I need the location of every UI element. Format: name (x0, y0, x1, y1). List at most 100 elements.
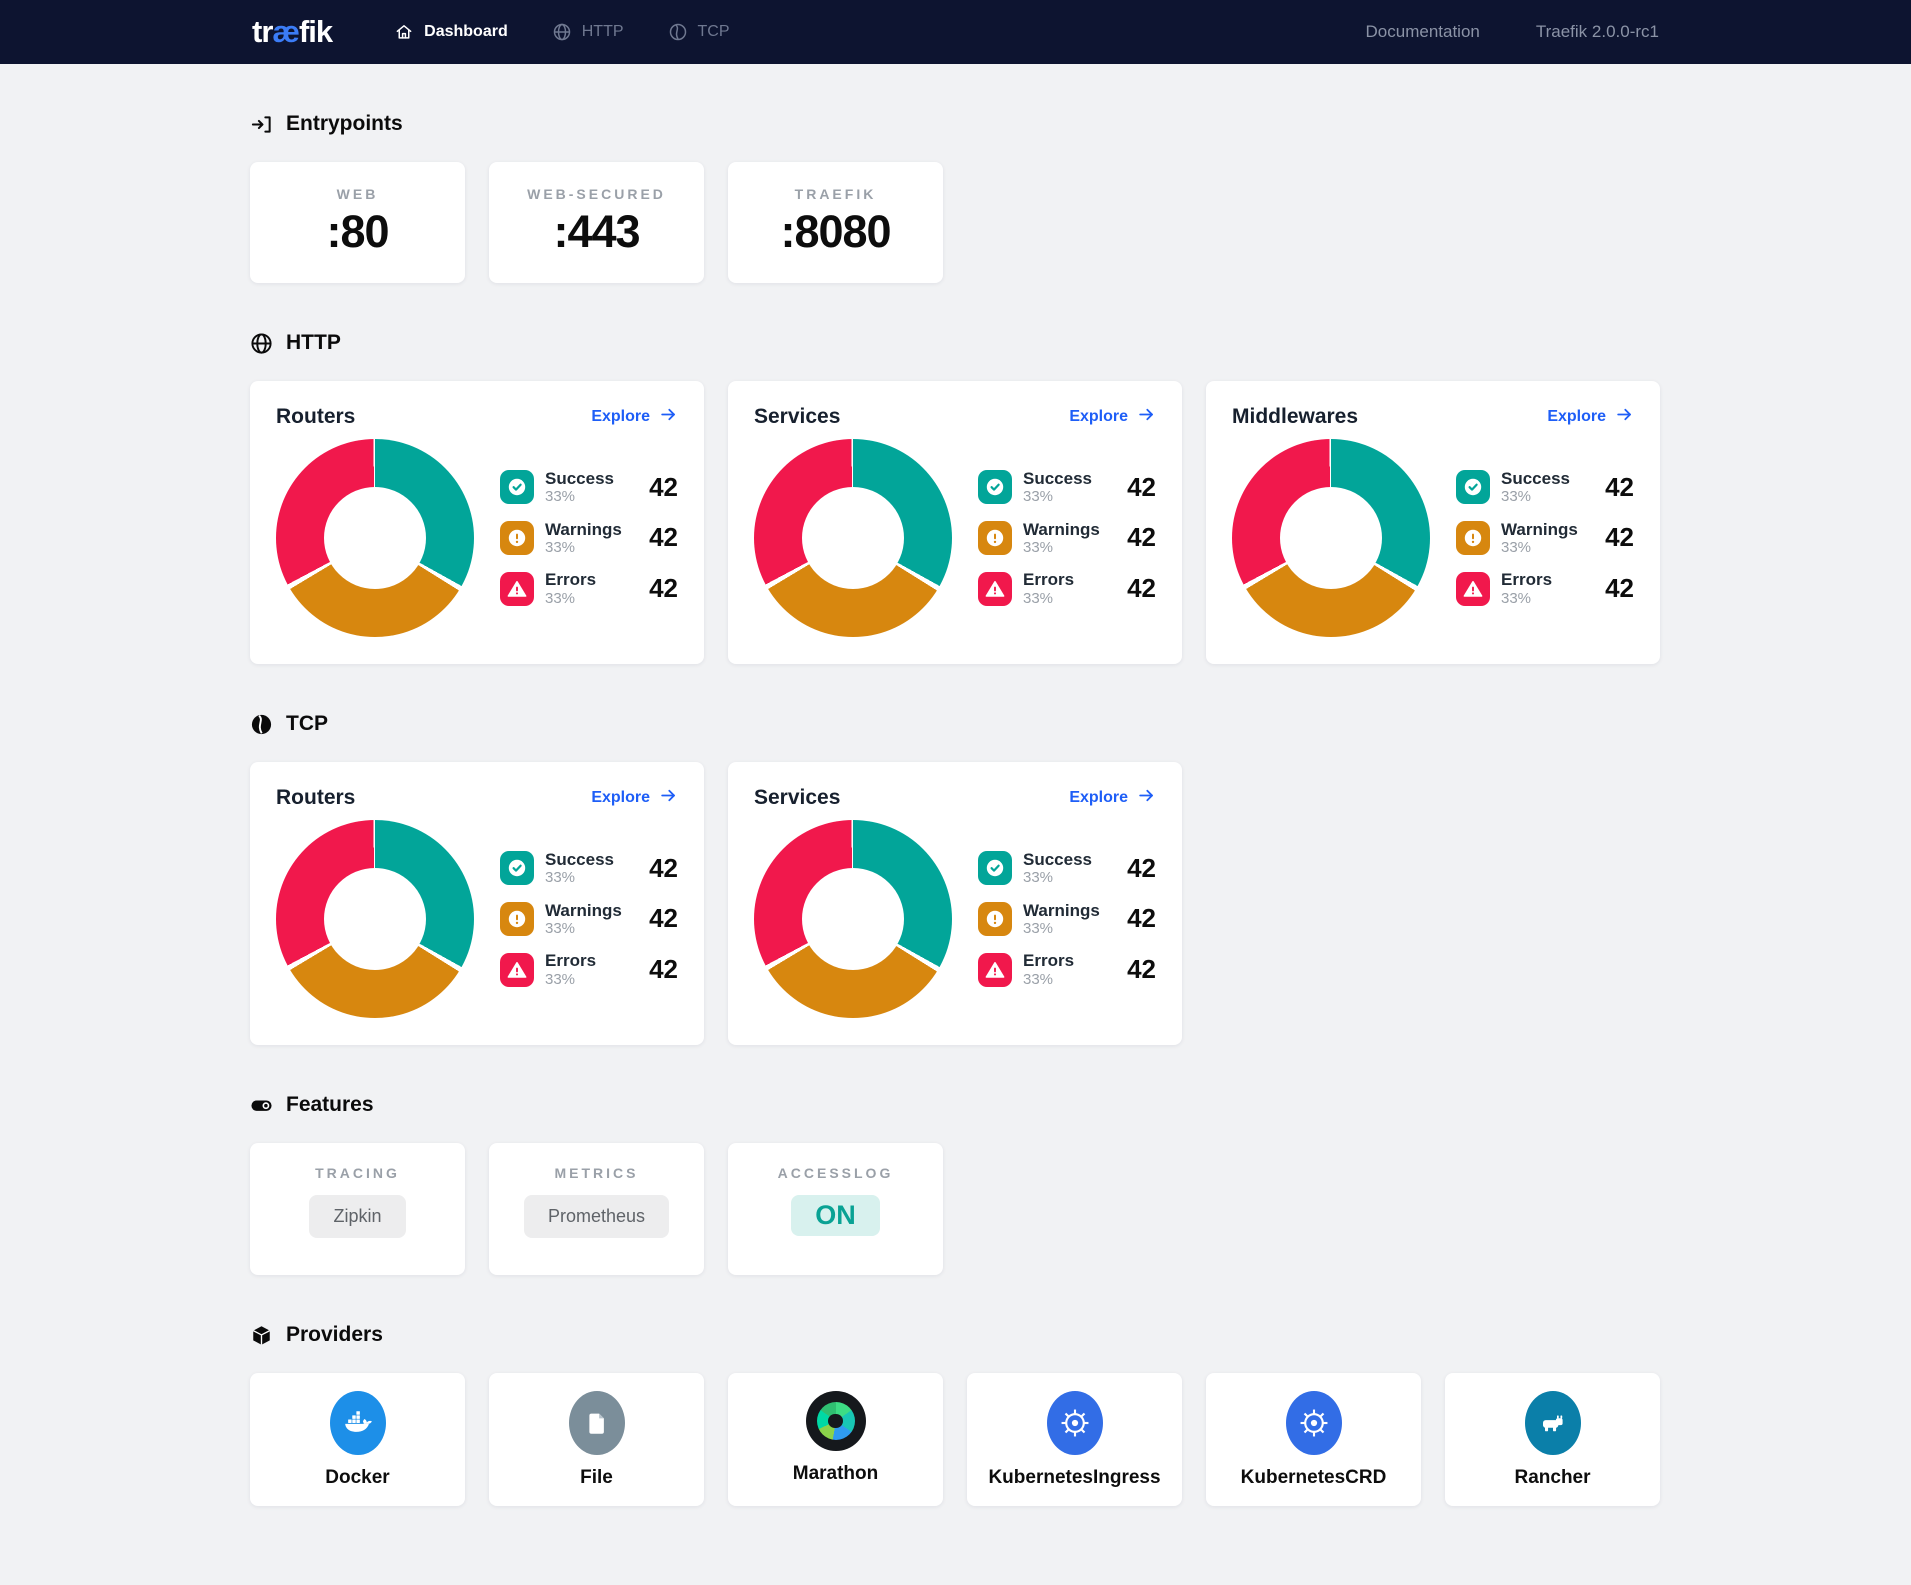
tcp-heading: TCP (250, 712, 1661, 736)
section-title: TCP (286, 712, 328, 735)
legend-value: 42 (649, 522, 678, 553)
explore-link[interactable]: Explore (1069, 786, 1156, 810)
explore-label: Explore (1547, 408, 1606, 425)
logo-text: tr (252, 14, 273, 49)
marathon-icon (805, 1391, 866, 1451)
http-middlewares-card: Middlewares Explore Success 33% (1206, 381, 1660, 664)
legend-value: 42 (1605, 522, 1634, 553)
legend-row-errors: Errors 33% 42 (500, 951, 678, 988)
file-icon (568, 1391, 625, 1455)
legend: Success 33% 42 Warnings 33% 42 Errors 33% 4… (978, 850, 1156, 988)
tcp-ball-icon (250, 713, 273, 736)
legend-row-success: Success 33% 42 (1456, 469, 1634, 506)
donut-chart (276, 820, 474, 1018)
provider-card-kubernetes-crd: KubernetesCRD (1206, 1373, 1421, 1506)
arrow-right-icon (659, 786, 678, 810)
arrow-right-icon (1615, 405, 1634, 429)
entrypoint-port: :443 (553, 206, 640, 257)
login-arrow-icon (250, 113, 273, 136)
legend-row-success: Success 33% 42 (500, 469, 678, 506)
explore-link[interactable]: Explore (591, 405, 678, 429)
kubernetes-icon (1046, 1391, 1103, 1455)
legend-percent: 33% (545, 589, 576, 607)
navbar: træfik Dashboard HTTP TCP (0, 0, 1911, 64)
entrypoint-card-traefik: TRAEFIK :8080 (728, 162, 943, 283)
nav-label: Dashboard (424, 23, 508, 40)
legend-percent: 33% (1023, 869, 1054, 887)
entrypoint-port: :8080 (780, 206, 891, 257)
warning-triangle-icon (1456, 571, 1490, 606)
tcp-services-card: Services Explore Success 33% 4 (728, 762, 1182, 1045)
section-tcp: TCP Routers Explore (250, 712, 1661, 1045)
card-title: Middlewares (1232, 405, 1359, 428)
cube-icon (250, 1324, 273, 1347)
documentation-link[interactable]: Documentation (1365, 22, 1480, 41)
legend-row-warnings: Warnings 33% 42 (978, 520, 1156, 557)
nav-item-http[interactable]: HTTP (552, 22, 624, 42)
provider-label: KubernetesIngress (988, 1467, 1161, 1488)
provider-label: File (580, 1467, 613, 1488)
legend-row-errors: Errors 33% 42 (1456, 570, 1634, 607)
card-title: Services (754, 405, 841, 428)
globe-icon (250, 332, 273, 355)
arrow-right-icon (1137, 405, 1156, 429)
section-title: HTTP (286, 331, 341, 354)
legend: Success 33% 42 Warnings 33% 42 Errors 33% 4… (978, 469, 1156, 607)
rancher-icon (1524, 1391, 1581, 1455)
warning-triangle-icon (978, 571, 1012, 606)
legend-label: Warnings (545, 900, 622, 920)
legend-label: Success (545, 468, 614, 488)
provider-card-docker: Docker (250, 1373, 465, 1506)
legend-percent: 33% (545, 869, 576, 887)
explore-label: Explore (1069, 789, 1128, 806)
nav-item-dashboard[interactable]: Dashboard (394, 22, 508, 42)
explore-label: Explore (591, 408, 650, 425)
section-title: Providers (286, 1323, 383, 1346)
arrow-right-icon (1137, 786, 1156, 810)
tcp-routers-card: Routers Explore Success 33% 42 (250, 762, 704, 1045)
legend-percent: 33% (1501, 589, 1532, 607)
legend-row-errors: Errors 33% 42 (978, 570, 1156, 607)
legend-percent: 33% (1501, 539, 1532, 557)
donut-chart (754, 820, 952, 1018)
explore-link[interactable]: Explore (1069, 405, 1156, 429)
legend-value: 42 (649, 573, 678, 604)
explore-label: Explore (1069, 408, 1128, 425)
feature-card-accesslog: ACCESSLOG ON (728, 1143, 943, 1275)
explore-link[interactable]: Explore (1547, 405, 1634, 429)
legend-percent: 33% (1023, 539, 1054, 557)
http-heading: HTTP (250, 331, 1661, 355)
legend-value: 42 (1605, 573, 1634, 604)
globe-icon (552, 22, 572, 42)
legend-value: 42 (649, 852, 678, 883)
check-circle-icon (1456, 470, 1490, 505)
explore-link[interactable]: Explore (591, 786, 678, 810)
providers-heading: Providers (250, 1323, 1661, 1347)
legend-percent: 33% (545, 539, 576, 557)
http-services-card: Services Explore Success 33% 4 (728, 381, 1182, 664)
nav-label: HTTP (581, 23, 624, 40)
exclamation-circle-icon (978, 520, 1012, 555)
home-icon (394, 22, 414, 42)
exclamation-circle-icon (500, 901, 534, 936)
card-title: Routers (276, 786, 356, 809)
legend-row-success: Success 33% 42 (978, 469, 1156, 506)
legend-label: Errors (1023, 570, 1075, 590)
features-heading: Features (250, 1093, 1661, 1117)
entrypoint-label: TRAEFIK (794, 186, 877, 202)
legend-label: Success (1023, 468, 1092, 488)
legend-value: 42 (1127, 852, 1156, 883)
legend-percent: 33% (545, 920, 576, 938)
legend-label: Errors (545, 951, 597, 971)
legend-row-warnings: Warnings 33% 42 (500, 901, 678, 938)
section-title: Entrypoints (286, 112, 403, 135)
feature-label: TRACING (315, 1165, 400, 1181)
nav-item-tcp[interactable]: TCP (668, 22, 730, 42)
feature-label: ACCESSLOG (777, 1165, 894, 1181)
legend-percent: 33% (1023, 488, 1054, 506)
legend-value: 42 (1127, 903, 1156, 934)
feature-card-tracing: TRACING Zipkin (250, 1143, 465, 1275)
legend-label: Success (1501, 468, 1570, 488)
legend-row-errors: Errors 33% 42 (500, 570, 678, 607)
legend-row-warnings: Warnings 33% 42 (500, 520, 678, 557)
